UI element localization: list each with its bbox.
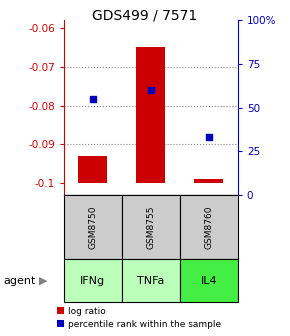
- Bar: [64, 259, 122, 302]
- Text: TNFa: TNFa: [137, 276, 164, 286]
- Point: [148, 87, 153, 93]
- Text: ▶: ▶: [39, 276, 48, 286]
- Bar: [122, 259, 180, 302]
- Point: [90, 96, 95, 101]
- Text: agent: agent: [3, 276, 35, 286]
- Bar: [180, 195, 238, 259]
- Bar: [78, 156, 107, 183]
- Text: GDS499 / 7571: GDS499 / 7571: [93, 8, 197, 23]
- Text: GSM8755: GSM8755: [146, 205, 155, 249]
- Bar: [64, 195, 122, 259]
- Text: IL4: IL4: [200, 276, 217, 286]
- Bar: [180, 259, 238, 302]
- Bar: [136, 47, 165, 183]
- Legend: log ratio, percentile rank within the sample: log ratio, percentile rank within the sa…: [57, 307, 222, 329]
- Text: GSM8760: GSM8760: [204, 205, 213, 249]
- Text: IFNg: IFNg: [80, 276, 105, 286]
- Bar: [122, 195, 180, 259]
- Bar: [194, 179, 223, 183]
- Point: [206, 134, 211, 140]
- Text: GSM8750: GSM8750: [88, 205, 97, 249]
